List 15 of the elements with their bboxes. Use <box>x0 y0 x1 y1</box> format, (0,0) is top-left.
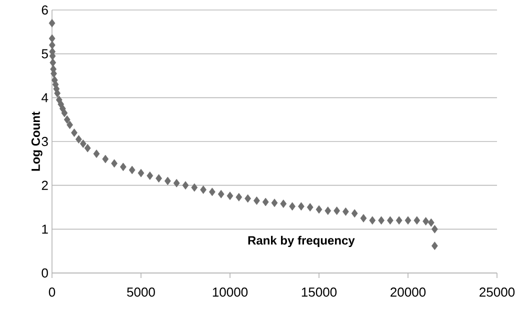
x-tick-label: 0 <box>48 288 56 297</box>
x-tick-label: 20000 <box>390 288 426 297</box>
y-tick-label: 2 <box>42 180 48 190</box>
y-tick-label: 1 <box>42 224 48 234</box>
y-tick-label: 3 <box>42 136 48 146</box>
y-tick-label: 4 <box>42 93 48 102</box>
x-tick-label: 10000 <box>212 288 248 297</box>
x-tick-label: 25000 <box>480 288 515 297</box>
y-tick-label: 6 <box>42 5 48 15</box>
y-tick-label: 5 <box>42 49 48 58</box>
x-axis-title: Rank by frequency <box>248 236 355 248</box>
x-tick-label: 15000 <box>302 288 337 297</box>
y-tick-label: 0 <box>42 268 48 278</box>
x-tick-label: 5000 <box>127 288 155 297</box>
y-axis-title: Log Count <box>31 112 42 171</box>
